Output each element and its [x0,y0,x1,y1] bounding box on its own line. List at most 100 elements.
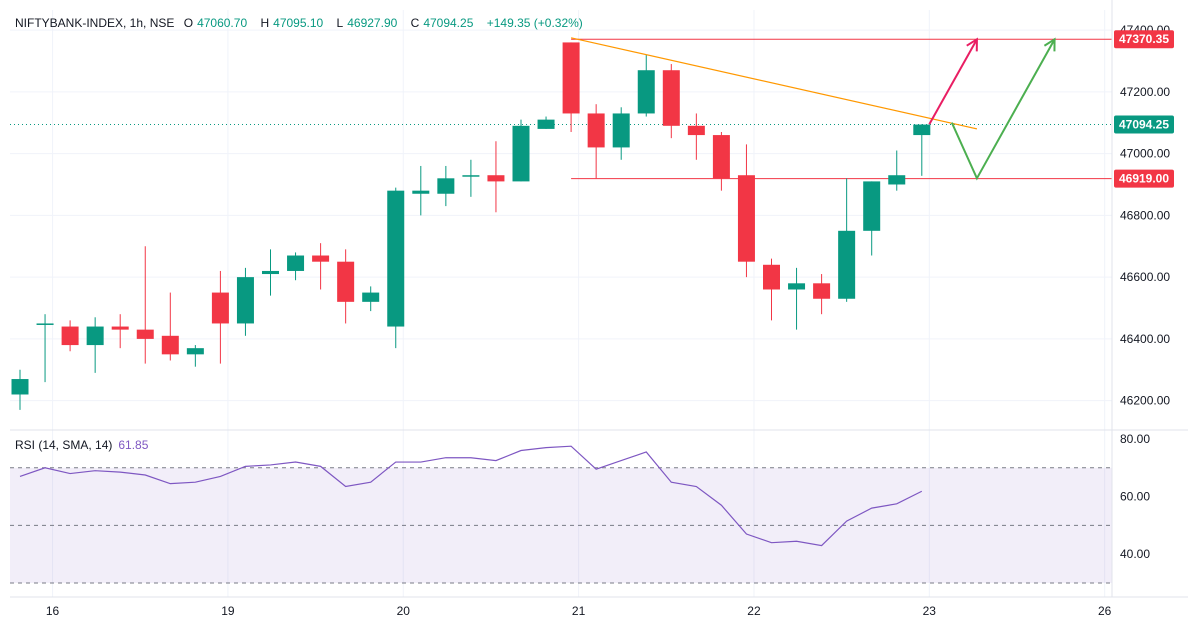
candle [712,131,730,191]
rsi-band-fill [10,467,1112,583]
candle-body [186,348,204,355]
price-tick-label: 46800.00 [1120,208,1170,222]
price-levels [10,38,1112,180]
candle [562,42,580,132]
candle [863,181,881,256]
candles [11,42,931,410]
candle [662,64,680,139]
level-price-tag-bg [1114,30,1174,49]
level-price-tag: 47370.35 [1119,32,1169,46]
symbol-legend: NIFTYBANK-INDEX, 1h, NSE O 47060.70 H 4709… [15,16,587,30]
candle [612,107,630,160]
candle [11,369,29,410]
candle [487,141,505,213]
candle [337,249,355,324]
projection-arrow [928,38,978,125]
candle [587,104,605,179]
candle [136,246,154,364]
last-price-tag-bg [1114,115,1174,134]
candle [36,314,54,383]
candle-body [813,283,831,299]
candle-body [712,135,730,179]
high-value: 47095.10 [273,16,324,30]
candle-body [412,190,430,194]
candle [763,258,780,321]
candle [637,54,655,117]
candle [687,113,705,160]
candle-body [737,175,755,262]
last-price-tag: 47094.25 [1119,117,1169,131]
candle-body [337,261,355,302]
candle [111,314,129,349]
candle [537,116,555,129]
candle [437,165,455,207]
candle-body [161,335,179,355]
candle-body [262,270,279,275]
candle-body [537,119,555,129]
time-tick-label: 20 [397,604,411,618]
low-value: 46927.90 [347,16,398,30]
rsi-tick-label: 40.00 [1120,547,1150,561]
trendline [570,37,978,130]
candle-body [662,70,680,126]
candle-body [863,181,881,231]
rsi-tick-label: 80.00 [1120,432,1150,446]
candle [287,252,305,281]
price-tick-label: 46600.00 [1120,270,1170,284]
candle-body [637,70,655,114]
candle-body [562,42,580,114]
candle [312,243,330,290]
drawings [570,37,1056,181]
candle [788,267,806,330]
candle [512,119,530,182]
grid [10,10,1112,597]
rsi-legend: RSI (14, SMA, 14) 61.85 [15,438,148,452]
open-value: 47060.70 [197,16,248,30]
candle [362,286,380,312]
candle [387,187,405,349]
candle-body [136,329,154,339]
rsi-panel [10,445,1112,584]
candle-body [61,326,79,346]
price-tick-label: 47200.00 [1120,85,1170,99]
symbol-title: NIFTYBANK-INDEX, 1h, NSE [15,16,175,30]
candle-body [36,323,54,325]
high-label: H [260,16,270,30]
candle [813,274,831,315]
level-price-tag: 46919.00 [1119,172,1169,186]
candle-body [462,175,480,177]
time-tick-label: 26 [1098,604,1112,618]
price-tick-label: 47000.00 [1120,147,1170,161]
candle-body [86,326,104,346]
candle-body [612,113,630,148]
rsi-label: RSI (14, SMA, 14) [15,438,113,452]
candle [86,317,104,373]
candle-body [913,124,931,136]
price-tick-label: 46200.00 [1120,394,1170,408]
axes: 16 19 20 21 22 23 26 46200.00 46400.00 46600.00 46… [10,0,1188,618]
time-tick-label: 19 [221,604,235,618]
rsi-tick-label: 60.00 [1120,490,1150,504]
close-value: 47094.25 [423,16,474,30]
candle [186,345,204,367]
candle-body [487,175,505,182]
open-label: O [183,16,194,30]
candle-body [888,175,906,185]
change-value: +149.35 (+0.32%) [486,16,583,30]
candle-body [312,255,330,262]
candle [262,249,279,296]
time-tick-label: 16 [46,604,60,618]
rsi-value: 61.85 [118,438,149,452]
low-label: L [336,16,344,30]
time-tick-label: 23 [923,604,937,618]
candle-body [362,292,380,302]
candle-body [763,264,780,290]
candle-body [111,326,129,330]
price-tick-label: 46400.00 [1120,332,1170,346]
candle-body [687,125,705,136]
candle [161,292,179,361]
candle [838,178,856,302]
candle [462,159,480,197]
candle-body [512,125,530,182]
